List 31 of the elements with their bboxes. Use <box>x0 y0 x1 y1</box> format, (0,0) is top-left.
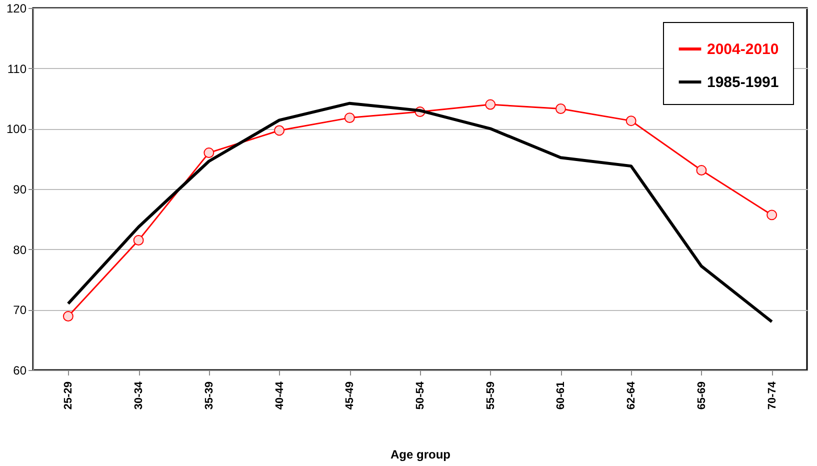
x-tick-label: 62-64 <box>626 380 638 410</box>
x-tick-label: 30-34 <box>133 380 146 410</box>
legend-label: 1985-1991 <box>707 74 779 91</box>
y-tick-label: 120 <box>6 2 27 16</box>
point <box>485 99 496 110</box>
x-tick-label: 60-61 <box>555 382 568 410</box>
y-tick-label: 70 <box>13 303 27 318</box>
x-tick-label: 40-44 <box>274 380 286 410</box>
x-tick-label: 50-54 <box>414 380 426 410</box>
y-tick-label: 60 <box>13 364 27 378</box>
legend-label: 2004-2010 <box>707 41 779 58</box>
y-tick-label: 100 <box>6 122 27 136</box>
x-axis-title: Age group <box>390 448 450 462</box>
x-tick-label: 55-59 <box>484 382 497 410</box>
x-tick-label: 35-39 <box>203 382 216 410</box>
point <box>133 235 144 246</box>
x-tick-label: 45-49 <box>344 382 356 410</box>
x-tick-label: 65-69 <box>696 382 708 410</box>
point <box>555 104 566 114</box>
point <box>696 165 707 176</box>
point <box>766 210 778 220</box>
point <box>344 112 355 124</box>
x-tick-label: 25-29 <box>62 382 75 410</box>
point <box>62 311 74 322</box>
y-tick-label: 80 <box>13 242 27 257</box>
point <box>204 148 214 158</box>
x-tick-label: 70-74 <box>766 380 778 410</box>
y-tick-label: 90 <box>13 182 27 196</box>
y-tick-label: 110 <box>7 62 27 76</box>
point <box>274 125 285 136</box>
point <box>626 116 636 126</box>
